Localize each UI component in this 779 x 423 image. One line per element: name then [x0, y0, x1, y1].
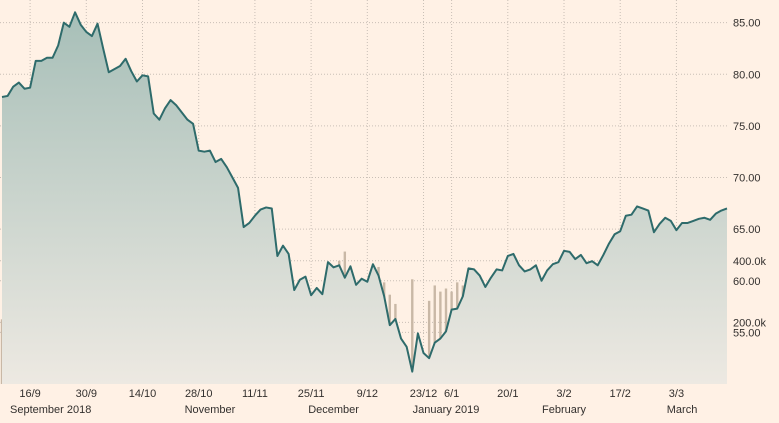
month-label: February [542, 404, 587, 416]
month-label: September 2018 [10, 404, 91, 416]
date-tick-label: 3/3 [669, 388, 684, 400]
volume-tick-label: 200.0k [733, 317, 767, 329]
volume-bar [411, 279, 414, 384]
volume-axis-labels: 200.0k 400.0k [733, 256, 767, 330]
price-tick-label: 85.00 [733, 18, 761, 30]
price-tick-label: 70.00 [733, 173, 761, 185]
volume-bar [427, 300, 431, 384]
date-tick-label: 16/9 [19, 388, 40, 400]
month-label: December [308, 404, 359, 416]
volume-tick-label: 400.0k [733, 256, 767, 268]
price-tick-label: 80.00 [733, 69, 761, 81]
price-area [1, 11, 728, 384]
price-tick-label: 65.00 [733, 224, 761, 236]
date-tick-label: 11/11 [242, 388, 268, 400]
date-tick-label: 3/2 [556, 388, 571, 400]
date-tick-label: 30/9 [76, 388, 97, 400]
month-axis-labels: September 2018 November December January 20… [10, 404, 697, 416]
date-tick-label: 14/10 [129, 388, 157, 400]
month-label: November [185, 404, 236, 416]
price-tick-label: 60.00 [733, 276, 761, 288]
date-tick-label: 6/1 [444, 388, 459, 400]
price-tick-label: 55.00 [733, 327, 761, 339]
date-tick-label: 23/12 [410, 388, 438, 400]
price-axis-labels: 55.00 60.00 65.00 70.00 75.00 80.00 85.00 [733, 18, 761, 340]
date-tick-label: 17/2 [610, 388, 631, 400]
price-area-fill [2, 12, 727, 384]
month-label: January 2019 [413, 404, 480, 416]
month-label: March [667, 404, 698, 416]
date-tick-label: 9/12 [357, 388, 378, 400]
price-line [1, 11, 728, 373]
date-axis-labels: 16/9 30/9 14/10 28/10 11/11 25/11 9/12 23/12 6/1… [19, 388, 684, 400]
volume-bar [433, 285, 436, 384]
date-tick-label: 20/1 [497, 388, 518, 400]
date-tick-label: 28/10 [185, 388, 213, 400]
date-tick-label: 25/11 [298, 388, 325, 400]
price-tick-label: 75.00 [733, 121, 761, 133]
